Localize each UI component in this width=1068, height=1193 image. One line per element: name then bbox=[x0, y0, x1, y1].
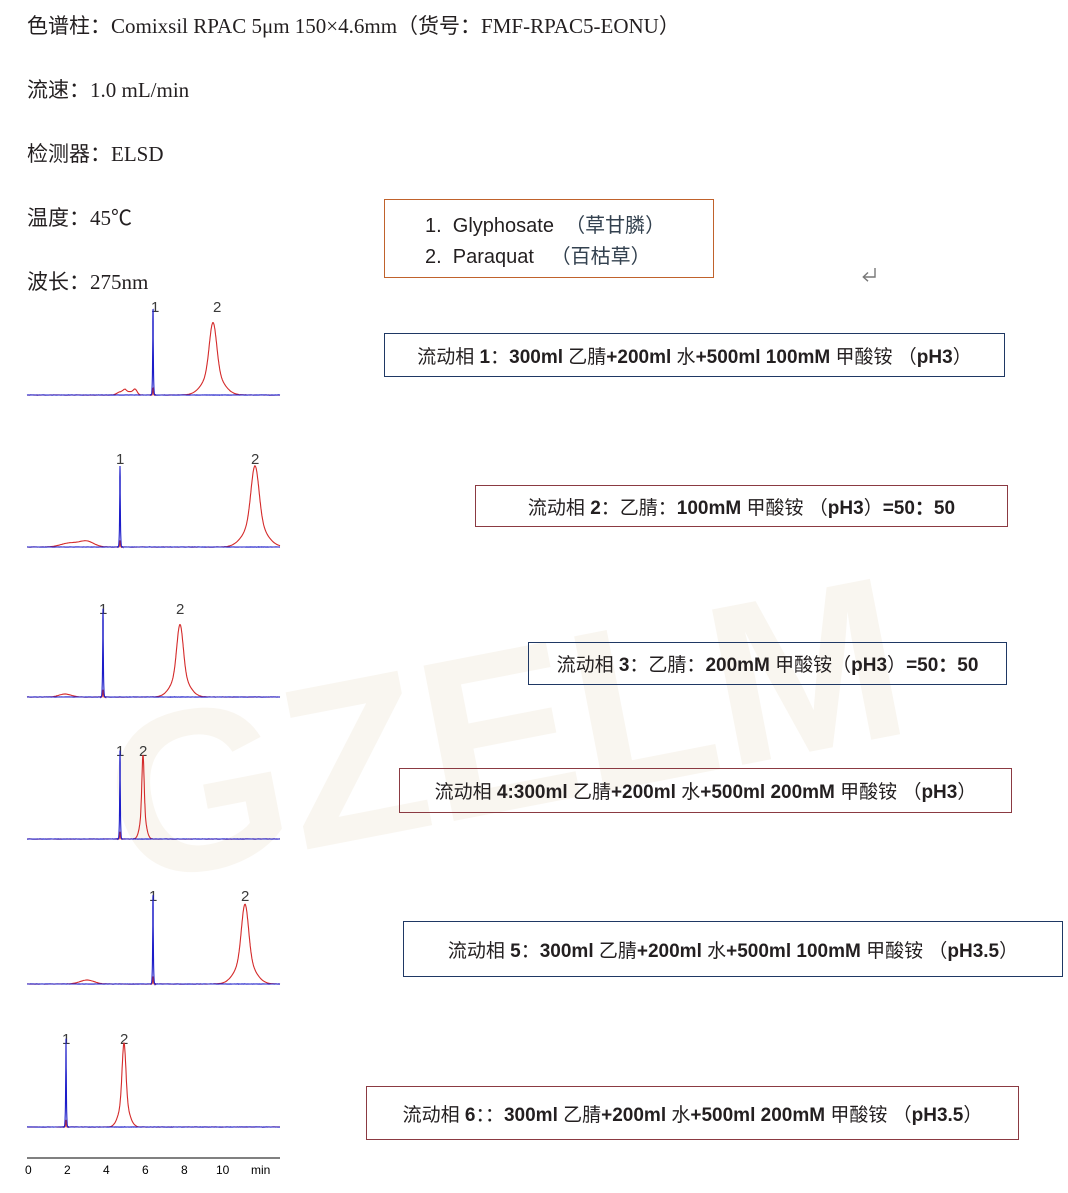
svg-text:8: 8 bbox=[181, 1163, 188, 1177]
svg-text:4: 4 bbox=[103, 1163, 110, 1177]
svg-text:2: 2 bbox=[241, 889, 249, 905]
svg-text:0: 0 bbox=[25, 1163, 32, 1177]
svg-text:10: 10 bbox=[216, 1163, 230, 1177]
svg-text:1: 1 bbox=[151, 300, 159, 316]
svg-text:2: 2 bbox=[64, 1163, 71, 1177]
svg-text:1: 1 bbox=[116, 452, 124, 468]
svg-text:2: 2 bbox=[176, 602, 184, 618]
svg-text:6: 6 bbox=[142, 1163, 149, 1177]
svg-text:min: min bbox=[251, 1163, 270, 1177]
svg-text:2: 2 bbox=[213, 300, 221, 316]
